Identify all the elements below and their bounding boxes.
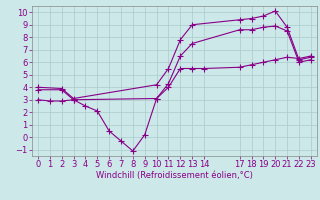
X-axis label: Windchill (Refroidissement éolien,°C): Windchill (Refroidissement éolien,°C) [96,171,253,180]
